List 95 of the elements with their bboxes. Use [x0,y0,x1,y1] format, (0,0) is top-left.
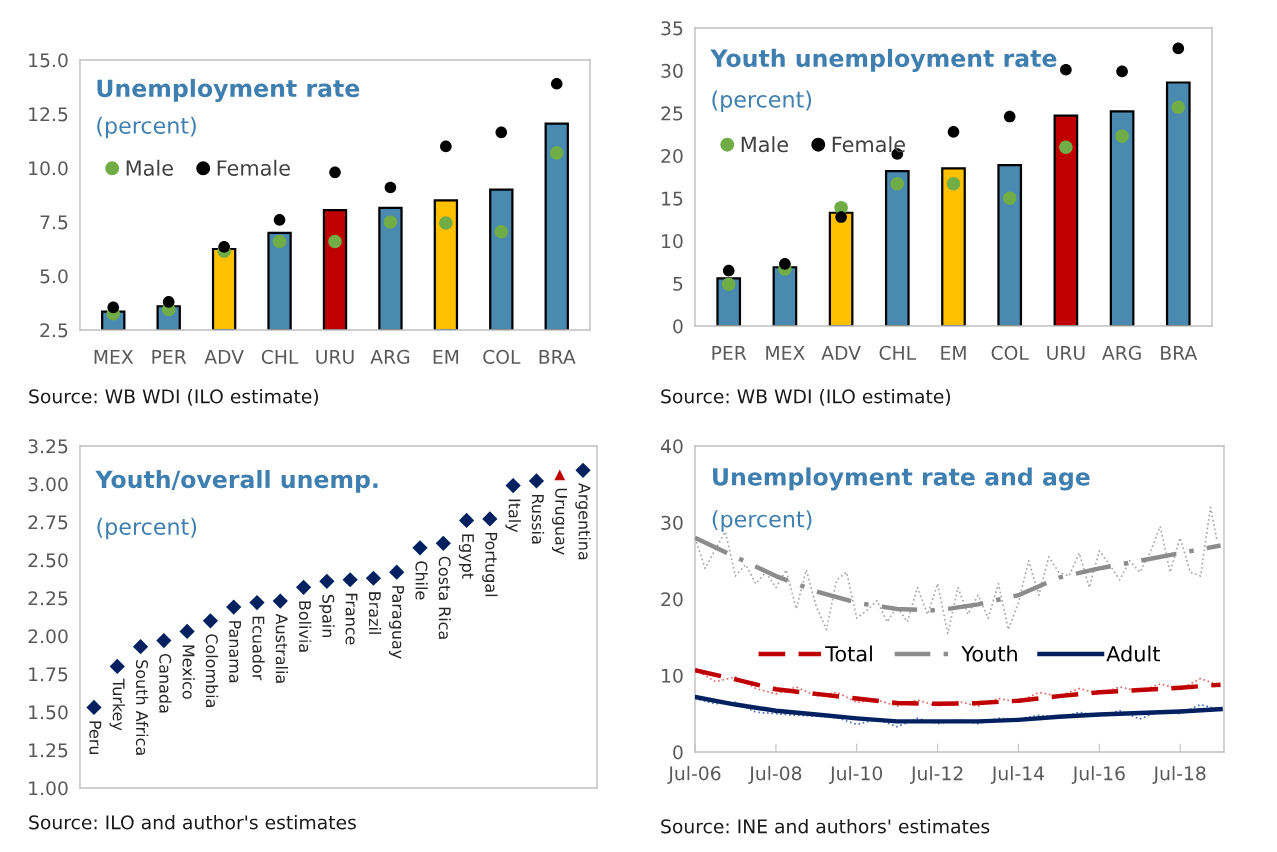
y-tick-label: 3.00 [28,477,68,492]
x-tick-label: COL [483,349,521,364]
x-tick-label: Jul-18 [1152,765,1206,784]
x-tick-label: COL [991,345,1029,360]
y-tick-label: 30 [661,63,683,78]
source-note: Source: ILO and author's estimates [29,814,356,830]
category-label: France [345,593,358,645]
y-tick-label: 10 [662,668,683,683]
text: Youth/overall unemp. [95,469,378,493]
category-label: Mexico [182,645,195,699]
category-label: Brazil [368,592,382,634]
y-tick-label: 25 [661,106,683,121]
category-label: Panama [229,621,241,683]
text: (percent) [97,116,196,139]
y-tick-label: 20 [661,592,683,607]
category-label: Australia [275,613,289,683]
x-tick-label: PER [712,346,747,360]
legend-label: Female [217,159,290,176]
x-tick-label: BRA [1161,346,1198,360]
y-tick-label: 2.5 [40,323,68,338]
x-tick-label: Jul-06 [667,765,721,784]
y-tick-label: 15 [662,191,683,206]
y-tick-label: 1.00 [29,781,68,796]
source-note: Source: INE and authors' estimates [661,818,990,834]
legend-label: Male [741,136,788,153]
y-tick-label: 2.50 [28,553,68,568]
x-tick-label: URU [1047,346,1085,360]
category-label: Ecuador [252,616,265,681]
category-label: Russia [531,495,545,544]
text: Youth unemployment rate [710,48,1057,72]
x-tick-label: ADV [821,346,861,360]
category-label: Portugal [482,533,498,597]
text: Unemployment rate [97,78,360,102]
y-tick-label: 3.25 [28,439,68,454]
text: Unemployment rate and age [713,467,1090,491]
x-tick-label: Jul-16 [1071,765,1125,784]
category-label: Italy [505,499,521,533]
x-tick-label: MEX [766,346,805,360]
legend-label: Male [126,159,173,176]
text: (percent) [712,510,812,532]
x-tick-label: Jul-12 [910,765,963,784]
category-label: Peru [89,721,102,755]
y-tick-label: 1.25 [29,743,68,758]
y-tick-label: 2.00 [28,629,68,644]
y-tick-label: 1.75 [29,667,68,682]
y-tick-label: 40 [660,439,683,454]
x-tick-label: PER [152,350,187,364]
y-tick-label: 5.0 [40,269,68,284]
x-tick-label: ARG [1102,345,1141,360]
category-label: Turkey [109,678,125,731]
y-tick-label: 1.50 [29,705,68,720]
legend-label: Youth [961,645,1017,662]
y-tick-label: 5 [673,276,683,291]
x-tick-label: EM [941,346,966,360]
source-note: Source: WB WDI (ILO estimate) [661,388,951,406]
x-tick-label: EM [433,350,459,364]
y-tick-label: 2.75 [28,515,68,530]
y-tick-label: 7.5 [40,215,68,230]
x-tick-label: MEX [94,350,134,364]
x-tick-label: URU [316,350,354,364]
category-label: Costa Rica [438,556,452,639]
category-label: Bolivia [298,601,312,652]
y-tick-label: 35 [661,21,683,36]
x-tick-label: CHL [261,349,299,364]
legend-label: Female [832,136,905,153]
y-tick-label: 15.0 [29,53,68,68]
category-label: Argentina [575,482,591,560]
y-tick-label: 30 [661,515,683,530]
text: (percent) [712,90,812,113]
y-tick-label: 10 [662,234,683,249]
x-tick-label: Jul-08 [748,765,802,784]
x-tick-label: Jul-10 [829,765,883,784]
y-tick-label: 0 [673,319,683,334]
y-tick-label: 10.0 [29,161,68,176]
category-label: Canada [159,653,172,713]
y-tick-label: 0 [673,745,683,760]
legend-label: Adult [1106,645,1160,662]
category-label: South Africa [135,660,149,755]
category-label: Chile [415,561,428,600]
text: (percent) [97,517,197,540]
category-label: Uruguay [552,488,567,555]
x-tick-label: ADV [204,350,244,364]
x-tick-label: ARG [370,349,410,364]
category-label: Egypt [458,534,474,579]
legend-label: Total [825,645,872,662]
x-tick-label: BRA [539,350,576,364]
y-tick-label: 2.25 [28,591,68,606]
x-tick-label: CHL [879,345,917,360]
x-tick-label: Jul-14 [990,765,1045,784]
category-label: Spain [319,594,335,638]
category-label: Paraguay [388,586,404,659]
category-label: Colombia [205,634,219,707]
source-note: Source: WB WDI (ILO estimate) [29,388,319,406]
y-tick-label: 12.5 [29,107,68,122]
y-tick-label: 20 [661,148,683,164]
